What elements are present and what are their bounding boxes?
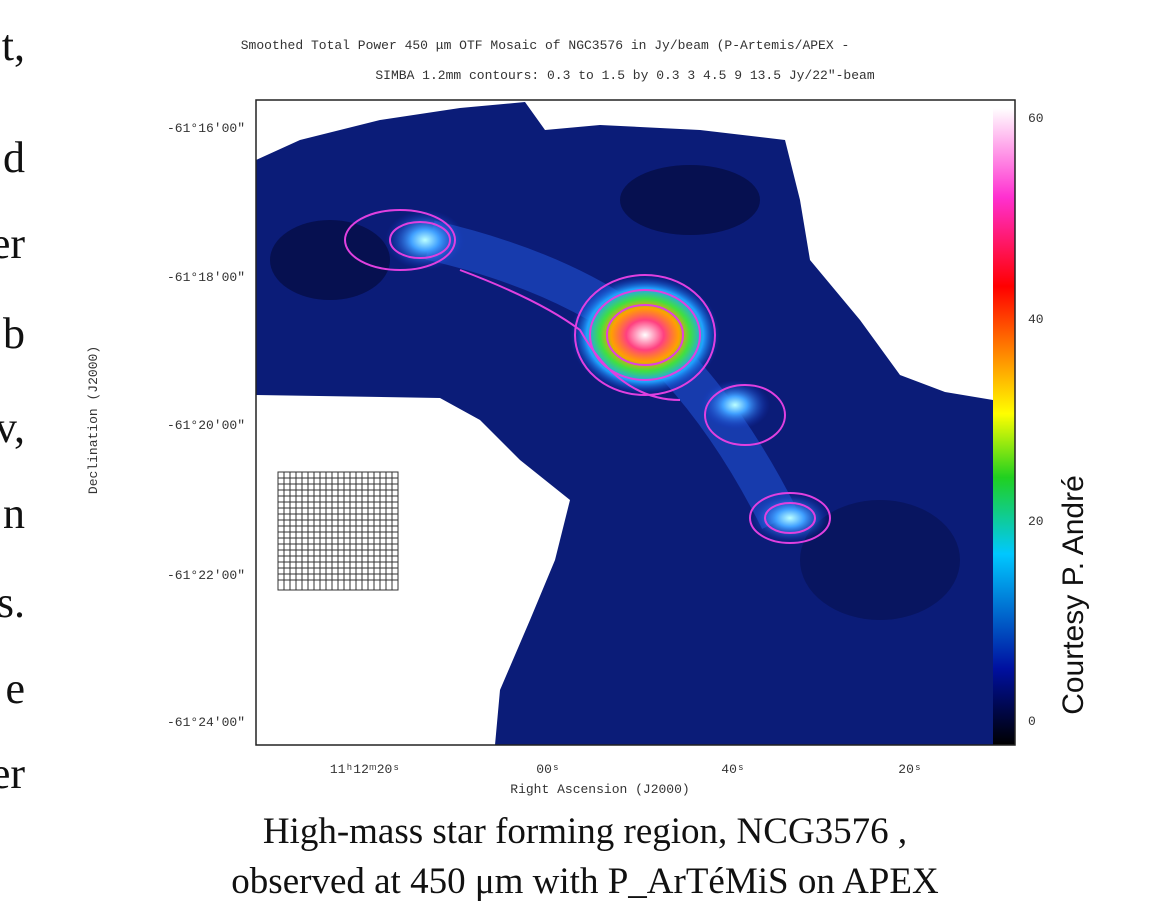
left-text-line: s. <box>0 578 25 627</box>
left-text: t, d er b v, n s. e er <box>0 21 25 798</box>
y-tick-label: -61°22'00" <box>167 568 245 583</box>
left-text-line: b <box>3 309 25 358</box>
colorbar-labels: 60 40 20 0 <box>1028 111 1044 729</box>
credit: Courtesy P. André <box>1057 475 1090 715</box>
y-tick-label: -61°16'00" <box>167 121 245 136</box>
left-text-line: v, <box>0 403 25 452</box>
x-tick-label: 40ˢ <box>721 762 744 777</box>
colorbar-label: 0 <box>1028 714 1036 729</box>
x-tick-label: 20ˢ <box>898 762 921 777</box>
figure-title: SIMBA 1.2mm contours: 0.3 to 1.5 by 0.3 … <box>375 68 874 83</box>
y-tick-label: -61°20'00" <box>167 418 245 433</box>
y-axis-label: Declination (J2000) <box>86 346 101 494</box>
left-text-line: t, <box>2 21 25 70</box>
left-text-line: er <box>0 219 25 268</box>
y-tick-label: -61°18'00" <box>167 270 245 285</box>
x-tick-label: 00ˢ <box>536 762 559 777</box>
x-tick-label: 11ʰ12ᵐ20ˢ <box>330 762 400 777</box>
caption: observed at 450 μm with P_ArTéMiS on APE… <box>231 861 939 902</box>
colorbar-label: 40 <box>1028 312 1044 327</box>
colorbar-label: 60 <box>1028 111 1044 126</box>
y-tick-label: -61°24'00" <box>167 715 245 730</box>
figure-title: Smoothed Total Power 450 μm OTF Mosaic o… <box>241 38 850 53</box>
map-image <box>255 99 1016 746</box>
left-text-line: e <box>5 664 25 713</box>
left-text-line: d <box>3 133 25 182</box>
x-axis-label: Right Ascension (J2000) <box>510 782 689 797</box>
caption: High-mass star forming region, NCG3576 , <box>263 811 907 852</box>
left-text-line: n <box>3 489 25 538</box>
x-tick-labels: 11ʰ12ᵐ20ˢ 00ˢ 40ˢ 20ˢ <box>330 762 922 777</box>
colorbar-label: 20 <box>1028 514 1044 529</box>
y-tick-labels: -61°16'00" -61°18'00" -61°20'00" -61°22'00"… <box>167 121 245 730</box>
left-text-line: er <box>0 749 25 798</box>
